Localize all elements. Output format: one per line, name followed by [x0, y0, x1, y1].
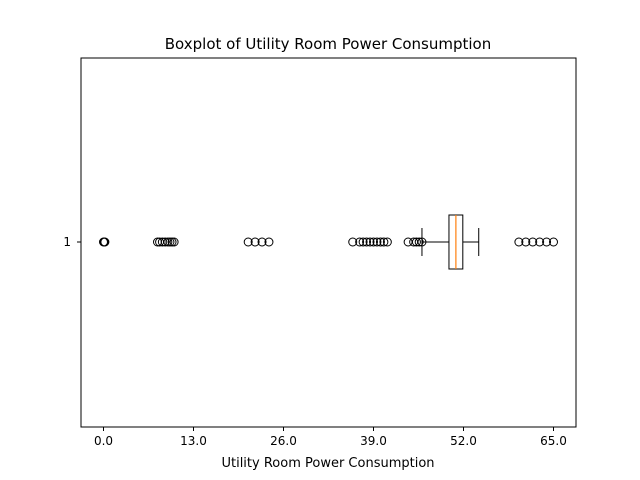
outlier-point	[375, 237, 385, 247]
outlier-point	[355, 237, 365, 247]
outlier-point	[165, 237, 175, 247]
outlier-point	[411, 237, 421, 247]
outlier-point	[163, 237, 173, 247]
outlier-point	[348, 237, 358, 247]
outlier-point	[257, 237, 267, 247]
outlier-point	[542, 237, 552, 247]
outlier-point	[250, 237, 260, 247]
outlier-point	[379, 237, 389, 247]
x-tick-label: 13.0	[180, 434, 207, 448]
outlier-point	[369, 237, 378, 247]
x-tick-label: 65.0	[540, 434, 567, 448]
outlier-point	[528, 237, 538, 247]
outlier-point	[169, 237, 179, 247]
outlier-point	[365, 237, 375, 247]
chart-title: Boxplot of Utility Room Power Consumptio…	[165, 35, 491, 53]
outlier-point	[362, 237, 372, 247]
outlier-point	[535, 237, 545, 247]
x-axis-label: Utility Room Power Consumption	[221, 456, 434, 471]
outlier-point	[549, 237, 558, 247]
outlier-point	[382, 237, 392, 247]
y-tick-label: 1	[63, 235, 71, 249]
outlier-point	[264, 237, 274, 247]
plot-area: 0.0 13.0 26.0 39.0 52.0 65.0 1	[63, 57, 577, 448]
outlier-point	[372, 237, 382, 247]
x-tick-label: 52.0	[450, 434, 477, 448]
x-tick-label: 39.0	[360, 434, 387, 448]
outlier-point	[414, 237, 424, 247]
outlier-point	[521, 237, 531, 247]
outlier-point	[167, 237, 177, 247]
outlier-point	[358, 237, 368, 247]
outlier-point	[417, 237, 427, 247]
outlier-point	[160, 237, 170, 247]
outlier-point	[243, 237, 253, 247]
outlier-point	[514, 237, 524, 247]
x-tick-label: 26.0	[270, 434, 297, 448]
outlier-point	[100, 237, 110, 247]
x-tick-label: 0.0	[94, 434, 113, 448]
